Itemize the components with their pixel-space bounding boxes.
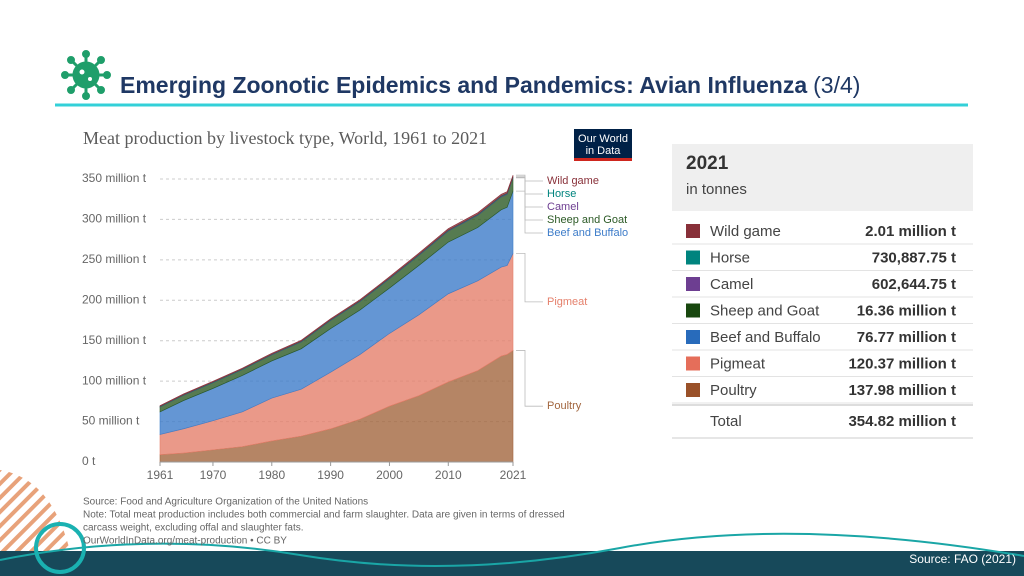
row-value: 137.98 million t	[848, 382, 956, 399]
row-label: Wild game	[710, 223, 781, 240]
circle-decoration	[34, 522, 86, 574]
note: Note: Total meat production includes bot…	[83, 510, 565, 521]
table-year: 2021	[686, 153, 729, 174]
swatch	[686, 224, 700, 238]
note: OurWorldInData.org/meat-production • CC …	[83, 536, 287, 547]
logo-line: Our World	[578, 133, 628, 145]
total-label: Total	[710, 413, 742, 430]
y-tick-label: 300 million t	[82, 212, 147, 226]
chart-title: Meat production by livestock type, World…	[83, 128, 487, 148]
legend-label: Wild game	[547, 175, 599, 187]
swatch	[686, 356, 700, 371]
table-header-bg	[672, 144, 973, 211]
swatch	[686, 277, 700, 291]
row-label: Horse	[710, 249, 750, 266]
legend-label: Horse	[547, 188, 576, 200]
row-label: Poultry	[710, 382, 757, 399]
legend-leader	[516, 350, 543, 407]
swatch	[686, 303, 700, 318]
x-tick-label: 2000	[376, 468, 403, 482]
total-value: 354.82 million t	[848, 413, 956, 430]
x-tick-label: 2021	[500, 468, 527, 482]
x-tick-label: 1970	[200, 468, 227, 482]
y-tick-label: 100 million t	[82, 373, 147, 387]
swatch	[686, 383, 700, 397]
row-label: Sheep and Goat	[710, 302, 820, 319]
note: Source: Food and Agriculture Organizatio…	[83, 497, 368, 508]
area	[159, 175, 514, 407]
x-tick-label: 1980	[258, 468, 285, 482]
legend-leader	[516, 177, 543, 221]
legend-label: Poultry	[547, 400, 582, 412]
row-value: 2.01 million t	[865, 223, 956, 240]
y-tick-label: 350 million t	[82, 171, 147, 185]
y-tick-label: 250 million t	[82, 252, 147, 266]
footer-source: Source: FAO (2021)	[909, 552, 1016, 566]
x-tick-label: 1961	[147, 468, 174, 482]
title-main: Emerging Zoonotic Epidemics and Pandemic…	[120, 72, 807, 98]
table-unit: in tonnes	[686, 181, 747, 198]
table: Wild game 2.01 million t Horse 730,887.75 t…	[672, 223, 973, 439]
row-value: 602,644.75 t	[872, 276, 956, 293]
row-value: 76.77 million t	[857, 329, 956, 346]
legend-leader	[516, 176, 543, 208]
row-value: 730,887.75 t	[872, 249, 956, 266]
title-part: (3/4)	[813, 72, 860, 98]
swatch	[686, 330, 700, 344]
slide-title: Emerging Zoonotic Epidemics and Pandemic…	[120, 72, 860, 98]
legend-leader	[516, 190, 543, 234]
legend-label: Pigmeat	[547, 296, 587, 308]
row-value: 16.36 million t	[857, 302, 956, 319]
legend-leader	[516, 176, 543, 195]
legend-label: Sheep and Goat	[547, 214, 627, 226]
hatch-decoration	[0, 470, 75, 576]
x-tick-label: 1990	[317, 468, 344, 482]
plot: 0 t 50 million t 100 million t 150 million …	[82, 171, 628, 482]
legend-leader	[516, 174, 543, 182]
y-tick-label: 200 million t	[82, 292, 147, 306]
owid-logo: Our World in Data	[574, 129, 632, 161]
row-label: Beef and Buffalo	[710, 329, 821, 346]
legend-label: Beef and Buffalo	[547, 227, 628, 239]
virus-icon	[61, 50, 111, 100]
x-tick-label: 2010	[435, 468, 462, 482]
swatch	[686, 250, 700, 265]
row-label: Camel	[710, 276, 753, 293]
wave	[0, 532, 1024, 567]
y-tick-label: 0 t	[82, 454, 96, 468]
legend-label: Camel	[547, 201, 579, 213]
notes: Source: Food and Agriculture Organizatio…	[83, 497, 565, 547]
y-tick-label: 50 million t	[82, 414, 140, 428]
legend-leader	[516, 252, 543, 303]
logo-line: in Data	[586, 145, 622, 157]
row-label: Pigmeat	[710, 355, 766, 372]
note: carcass weight, excluding offal and slau…	[83, 523, 304, 534]
row-value: 120.37 million t	[848, 355, 956, 372]
y-tick-label: 150 million t	[82, 333, 147, 347]
